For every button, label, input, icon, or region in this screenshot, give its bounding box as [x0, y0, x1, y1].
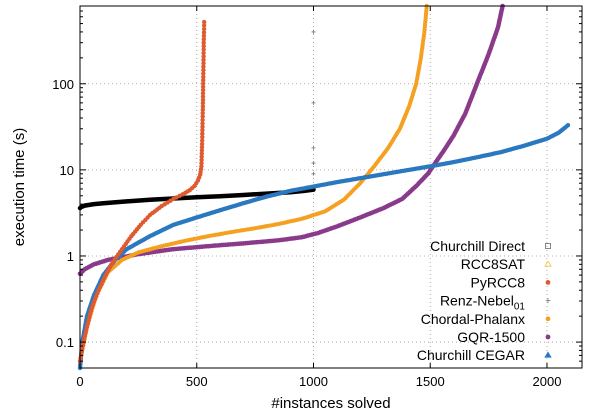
data-point [565, 123, 571, 128]
data-point [201, 64, 206, 69]
data-point [311, 145, 316, 150]
data-point [201, 26, 207, 32]
data-point [200, 100, 206, 106]
legend-label: GQR-1500 [457, 329, 525, 345]
data-point [200, 84, 206, 90]
legend-entry-renz-nebel01: Renz-Nebel01 [440, 293, 551, 313]
data-point [200, 138, 205, 143]
y-tick-label: 1 [67, 249, 74, 264]
legend-marker [544, 351, 552, 358]
data-point [311, 100, 316, 105]
legend-marker [545, 334, 551, 340]
data-point [200, 134, 205, 140]
legend-label: Renz-Nebel01 [440, 293, 525, 313]
legend-entry-chordal-phalanx: Chordal-Phalanx [421, 311, 551, 327]
x-tick-label: 1000 [299, 374, 328, 389]
legend-label: Churchill Direct [430, 238, 525, 254]
data-point [201, 78, 206, 83]
data-point [200, 128, 205, 133]
data-point [200, 110, 205, 116]
series-churchill-cegar [77, 123, 571, 371]
legend-label: Chordal-Phalanx [421, 311, 525, 327]
x-tick-label: 1500 [416, 374, 445, 389]
data-point [201, 67, 206, 73]
x-tick-label: 0 [76, 374, 83, 389]
plot-frame [79, 5, 583, 369]
data-point [199, 151, 204, 156]
data-point [199, 148, 205, 153]
data-point [200, 91, 206, 96]
data-point [199, 157, 204, 163]
data-point [199, 160, 204, 166]
legend-entry-gqr-1500: GQR-1500 [457, 329, 551, 345]
legend-entry-pyrcc8: PyRCC8 [471, 274, 551, 290]
data-point [201, 81, 206, 86]
legend-label: RCC8SAT [461, 256, 526, 272]
data-point [311, 29, 316, 34]
data-point [201, 33, 207, 38]
legend-marker [545, 280, 551, 285]
x-axis-title: #instances solved [271, 395, 390, 412]
data-point [200, 97, 206, 103]
data-point [200, 87, 206, 93]
data-point [199, 141, 205, 147]
data-point [201, 71, 206, 76]
data-point [199, 164, 204, 169]
series-renz-nebel01 [311, 29, 316, 176]
series-chordal-phalanx [77, 3, 429, 364]
data-point [201, 61, 206, 66]
data-point [200, 121, 205, 126]
data-point [201, 74, 206, 80]
legend-label-subscript: 01 [514, 302, 526, 313]
legend-label: Churchill CEGAR [417, 347, 525, 363]
data-point [201, 50, 206, 56]
data-point [201, 40, 206, 45]
x-tick-label: 2000 [533, 374, 562, 389]
legend-marker [545, 243, 551, 249]
data-point [200, 114, 205, 119]
data-point [200, 131, 205, 136]
legend-entry-churchill-direct: Churchill Direct [430, 238, 551, 254]
legend-marker [545, 298, 551, 304]
y-tick-label: 0.1 [56, 335, 74, 350]
legend: Churchill Direct RCC8SAT PyRCC8 Renz-Nebel0… [417, 238, 552, 363]
y-axis-title: execution time (s) [11, 128, 28, 246]
x-tick-label: 500 [186, 374, 208, 389]
legend-label: PyRCC8 [471, 274, 526, 290]
series-gqr-1500 [77, 3, 505, 277]
data-point [201, 23, 207, 28]
data-point [200, 94, 206, 99]
data-point [201, 47, 206, 52]
data-point [201, 30, 207, 35]
data-point [200, 117, 205, 123]
data-point [202, 19, 207, 25]
series-layer [77, 3, 571, 371]
legend-marker [544, 260, 552, 267]
legend-entry-churchill-cegar: Churchill CEGAR [417, 347, 552, 363]
data-point [311, 171, 316, 176]
y-tick-label: 100 [52, 77, 74, 92]
data-point [201, 54, 206, 59]
legend-marker [545, 316, 551, 322]
data-point [199, 144, 205, 150]
legend-entry-rcc8sat: RCC8SAT [461, 256, 552, 272]
data-point [200, 107, 205, 112]
data-point [311, 161, 316, 166]
data-point [201, 57, 206, 62]
axis-ticks: 0 500 1000 1500 2000 0.1 1 10 100 [52, 5, 582, 389]
data-point [199, 154, 204, 159]
data-point [201, 37, 206, 42]
series-pyrcc8 [77, 19, 207, 364]
data-point [201, 43, 206, 49]
data-point [200, 124, 205, 129]
y-tick-label: 10 [60, 163, 74, 178]
data-point [200, 104, 206, 109]
